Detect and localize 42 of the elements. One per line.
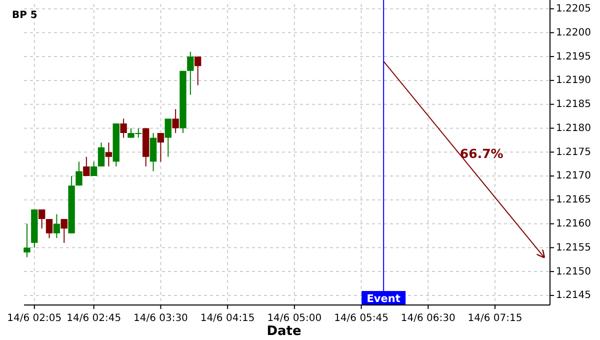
ref-line-label: Event: [366, 293, 400, 305]
y-tick-label: 1.2155: [556, 242, 591, 254]
candlestick: [24, 223, 30, 258]
candlestick: [157, 132, 164, 162]
candlestick: [187, 51, 194, 96]
x-axis-title: Date: [266, 324, 302, 339]
y-tick-label: 1.2145: [556, 290, 591, 302]
y-tick-label: 1.2205: [556, 4, 591, 15]
y-tick-label: 1.2195: [556, 51, 591, 62]
y-tick-label: 1.2165: [556, 194, 591, 206]
candlestick: [46, 218, 53, 239]
candlestick: [150, 132, 157, 172]
x-tick-label: 14/6 05:45: [334, 313, 389, 324]
candlestick: [53, 214, 60, 239]
y-tick-label: 1.2190: [556, 75, 591, 86]
text: BP 5: [12, 10, 38, 21]
candlestick: [105, 142, 112, 167]
candlestick: [172, 108, 179, 134]
annotation: 66.7%: [460, 146, 504, 161]
y-tick-label: 1.2175: [556, 146, 591, 158]
candlestick: [164, 118, 172, 158]
candlestick: [120, 118, 127, 138]
candlestick: [60, 218, 68, 244]
candlestick: [194, 56, 202, 86]
y-tick-label: 1.2150: [556, 266, 591, 278]
candlestick: [90, 161, 98, 176]
y-tick-label: 1.2185: [556, 99, 591, 110]
y-tick-label: 1.2160: [556, 218, 591, 230]
y-tick-label: 1.2170: [556, 170, 591, 182]
candlestick: [83, 156, 90, 176]
candlestick: [38, 208, 46, 230]
x-tick-label: 14/6 02:45: [66, 313, 122, 324]
x-tick-label: 14/6 02:05: [7, 313, 62, 324]
x-tick-label: 14/6 04:15: [200, 313, 255, 324]
x-tick-label: 14/6 03:30: [133, 313, 188, 324]
candlestick: [76, 161, 82, 186]
candlestick: [98, 142, 105, 167]
x-tick-label: 14/6 06:30: [400, 313, 456, 324]
y-tick-label: 1.2180: [556, 122, 591, 134]
x-tick-label: 14/6 05:00: [267, 313, 322, 324]
x-tick-label: 14/6 07:15: [468, 313, 522, 324]
y-tick-label: 1.2200: [556, 27, 591, 38]
